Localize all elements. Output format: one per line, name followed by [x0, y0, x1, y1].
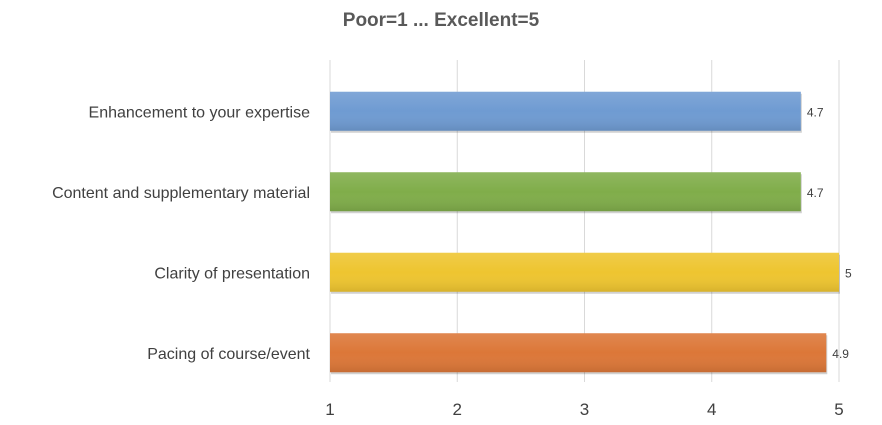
- x-tick-label: 1: [325, 400, 334, 419]
- x-tick-label: 4: [707, 400, 716, 419]
- data-label: 4.7: [807, 105, 824, 119]
- x-tick-label: 2: [453, 400, 462, 419]
- category-label: Enhancement to your expertise: [89, 104, 311, 121]
- data-label: 5: [845, 266, 852, 280]
- bar-shading: [330, 252, 839, 292]
- x-tick-label: 3: [580, 400, 589, 419]
- category-label: Pacing of course/event: [147, 346, 310, 363]
- data-label: 4.9: [832, 347, 849, 361]
- data-label: 4.7: [807, 186, 824, 200]
- x-tick-label: 5: [834, 400, 843, 419]
- chart-title: Poor=1 ... Excellent=5: [342, 10, 540, 31]
- bar-shading: [330, 91, 801, 131]
- bar-shading: [330, 333, 827, 373]
- category-label: Clarity of presentation: [154, 265, 310, 282]
- bar-shading: [330, 172, 801, 212]
- category-label: Content and supplementary material: [52, 185, 310, 202]
